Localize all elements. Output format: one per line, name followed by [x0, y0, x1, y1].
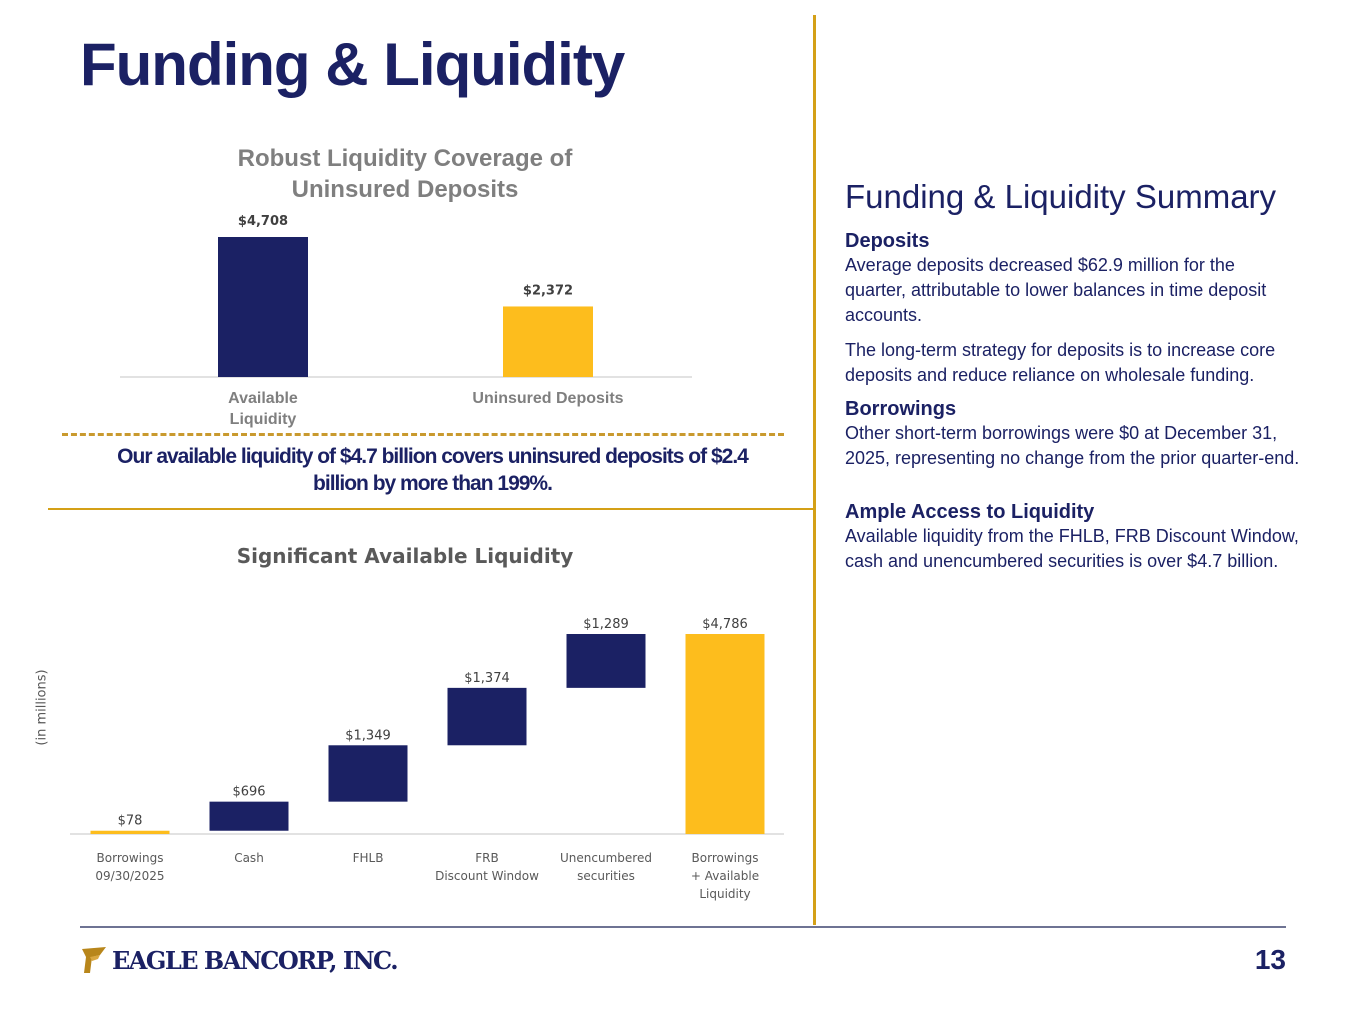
- access-heading: Ample Access to Liquidity: [845, 501, 1095, 523]
- waterfall-chart: $78 Borrowings 09/30/2025 $696 Cash $1,349 FHL…: [70, 617, 784, 901]
- liquidity-callout: Our available liquidity of $4.7 billion …: [117, 445, 749, 495]
- category-label: Uninsured Deposits: [472, 390, 623, 407]
- category-label: + Available: [691, 869, 759, 883]
- waterfall-bar-1: [209, 801, 289, 831]
- waterfall-bar-3: [447, 687, 527, 746]
- coverage-chart-title: Robust Liquidity Coverage of Uninsured D…: [237, 145, 573, 203]
- summary-panel: Funding & Liquidity Summary Deposits Ave…: [845, 178, 1300, 584]
- eagle-icon: [82, 947, 106, 973]
- dashed-separator: [62, 433, 784, 436]
- bar-value-label: $4,708: [238, 214, 288, 229]
- category-label: Liquidity: [230, 411, 297, 428]
- bar-value-label: $1,349: [345, 728, 391, 743]
- waterfall-bar-5: [685, 634, 765, 834]
- waterfall-bar-4: [566, 634, 646, 688]
- category-label: Borrowings: [97, 851, 164, 865]
- bar-value-label: $1,289: [583, 617, 629, 632]
- bar-1: [503, 306, 593, 377]
- waterfall-bar-0: [90, 830, 170, 834]
- bar-value-label: $2,372: [523, 283, 573, 298]
- page-number: 13: [1254, 944, 1286, 975]
- coverage-chart: $4,708 Available Liquidity $2,372 Uninsured …: [120, 214, 692, 428]
- summary-heading: Funding & Liquidity Summary: [845, 178, 1277, 215]
- vertical-divider: [813, 15, 816, 925]
- company-logo: EAGLE BANCORP, INC.: [80, 944, 399, 976]
- category-label: FHLB: [353, 851, 384, 865]
- page-title: Funding & Liquidity: [80, 31, 625, 98]
- category-label: FRB: [475, 851, 498, 865]
- category-label: Unencumbered: [560, 851, 652, 865]
- borrowings-text: Other short-term borrowings were $0 at D…: [845, 423, 1300, 468]
- deposits-text-2: The long-term strategy for deposits is t…: [845, 340, 1276, 385]
- waterfall-bar-2: [328, 745, 408, 802]
- category-label: Available: [228, 390, 298, 407]
- deposits-heading: Deposits: [845, 230, 930, 252]
- category-label: 09/30/2025: [95, 869, 164, 883]
- waterfall-chart-title: Significant Available Liquidity: [236, 544, 574, 568]
- y-axis-label: (in millions): [34, 669, 50, 746]
- category-label: Liquidity: [699, 887, 750, 901]
- category-label: securities: [577, 869, 635, 883]
- logo-text: EAGLE BANCORP, INC.: [112, 945, 399, 975]
- category-label: Cash: [234, 851, 264, 865]
- bar-value-label: $78: [118, 814, 143, 829]
- section-divider: [48, 508, 814, 510]
- bar-value-label: $1,374: [464, 671, 510, 686]
- bar-value-label: $4,786: [702, 617, 748, 632]
- bar-0: [218, 237, 308, 377]
- footer-rule: [80, 926, 1286, 928]
- access-text: Available liquidity from the FHLB, FRB D…: [845, 526, 1299, 571]
- bar-value-label: $696: [232, 785, 265, 800]
- deposits-text-1: Average deposits decreased $62.9 million…: [845, 255, 1267, 325]
- borrowings-heading: Borrowings: [845, 398, 957, 420]
- category-label: Discount Window: [435, 869, 539, 883]
- category-label: Borrowings: [692, 851, 759, 865]
